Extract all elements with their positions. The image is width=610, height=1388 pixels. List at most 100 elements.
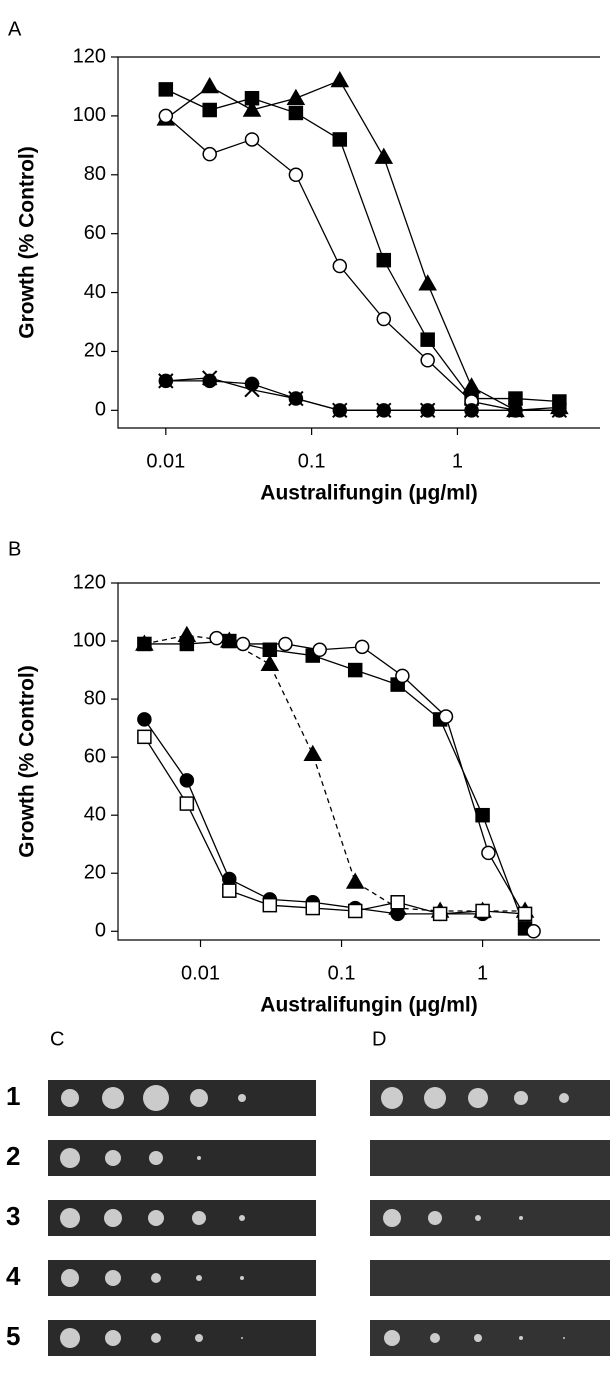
marker — [354, 639, 370, 655]
colony-spot — [197, 1156, 201, 1160]
spot-strip — [370, 1200, 610, 1236]
marker — [286, 88, 306, 105]
colony-spot — [474, 1334, 482, 1342]
y-tick-label: 0 — [95, 399, 106, 421]
marker — [390, 895, 405, 910]
marker — [288, 105, 304, 121]
colony-spot — [240, 1276, 244, 1280]
marker — [347, 903, 363, 919]
marker — [418, 274, 437, 291]
x-axis-title: Australifungin (µg/ml) — [260, 994, 477, 1017]
marker — [376, 252, 392, 268]
y-tick-label: 80 — [84, 687, 106, 709]
marker — [137, 729, 152, 745]
marker — [158, 108, 174, 124]
marker — [332, 258, 348, 274]
panel-label: B — [8, 538, 21, 560]
spot-strip — [370, 1320, 610, 1356]
marker — [395, 668, 410, 684]
marker — [374, 147, 394, 164]
marker — [242, 100, 262, 117]
y-tick-label: 40 — [84, 803, 106, 825]
marker — [260, 654, 280, 672]
colony-spot — [102, 1087, 124, 1109]
marker — [552, 403, 567, 418]
colony-spot — [384, 1330, 400, 1346]
marker — [288, 391, 304, 406]
colony-spot — [61, 1269, 79, 1287]
y-tick-label: 80 — [84, 163, 106, 185]
colony-spot — [519, 1336, 523, 1340]
colony-spot — [424, 1087, 446, 1109]
y-axis-title: Growth (% Control) — [16, 665, 39, 857]
colony-spot — [238, 1094, 246, 1102]
colony-spot — [428, 1211, 442, 1225]
y-tick-label: 60 — [84, 745, 106, 767]
spot-strip — [48, 1080, 316, 1116]
marker — [508, 403, 523, 418]
colony-spot — [519, 1216, 523, 1220]
marker — [332, 403, 348, 418]
row-label: 5 — [6, 1321, 20, 1351]
colony-spot — [430, 1333, 440, 1343]
colony-spot — [151, 1273, 161, 1283]
marker — [420, 403, 435, 418]
panel-label: A — [8, 18, 22, 40]
y-tick-label: 20 — [84, 862, 106, 884]
colony-spot — [143, 1085, 169, 1111]
y-axis-title: Growth (% Control) — [16, 146, 39, 338]
marker — [209, 630, 224, 646]
series-line — [144, 634, 526, 912]
marker — [244, 376, 260, 392]
spot-strip — [370, 1260, 610, 1296]
marker — [179, 773, 195, 788]
marker — [202, 373, 217, 389]
x-axis-title: Australifungin (µg/ml) — [260, 482, 477, 505]
marker — [420, 353, 435, 368]
marker — [305, 900, 321, 916]
marker — [222, 883, 237, 898]
marker — [200, 76, 219, 94]
colony-spot — [105, 1270, 121, 1286]
marker — [432, 906, 448, 922]
marker — [332, 132, 348, 147]
colony-spot — [148, 1210, 164, 1226]
x-tick-label: 0.1 — [328, 962, 356, 984]
marker — [262, 897, 278, 913]
x-tick-label: 1 — [477, 962, 488, 984]
colony-spot — [149, 1151, 163, 1165]
spot-strip — [48, 1320, 316, 1356]
colony-spot — [60, 1148, 80, 1168]
marker — [137, 712, 152, 727]
colony-spot — [468, 1088, 488, 1108]
colony-spot — [105, 1150, 121, 1166]
colony-spot — [60, 1208, 80, 1228]
marker — [462, 377, 481, 394]
colony-spot — [196, 1275, 202, 1281]
marker — [475, 807, 490, 823]
colony-spot — [514, 1091, 528, 1105]
marker — [420, 332, 435, 347]
series-line — [165, 380, 560, 411]
colony-spot — [192, 1211, 206, 1225]
y-tick-label: 0 — [95, 920, 106, 942]
marker — [347, 662, 363, 678]
marker — [179, 636, 195, 652]
colony-spot — [381, 1087, 403, 1109]
row-label: 1 — [6, 1081, 20, 1111]
marker — [345, 872, 365, 889]
x-tick-label: 1 — [452, 450, 463, 472]
marker — [179, 796, 195, 811]
marker — [464, 403, 479, 418]
series-line — [165, 79, 560, 411]
panel-label: C — [50, 1028, 64, 1050]
colony-spot — [383, 1209, 401, 1227]
marker — [288, 167, 304, 183]
marker — [517, 906, 533, 922]
colony-spot — [563, 1337, 565, 1339]
marker — [222, 633, 237, 649]
row-label: 2 — [6, 1141, 20, 1171]
marker — [376, 403, 392, 418]
spot-strip — [48, 1260, 316, 1296]
